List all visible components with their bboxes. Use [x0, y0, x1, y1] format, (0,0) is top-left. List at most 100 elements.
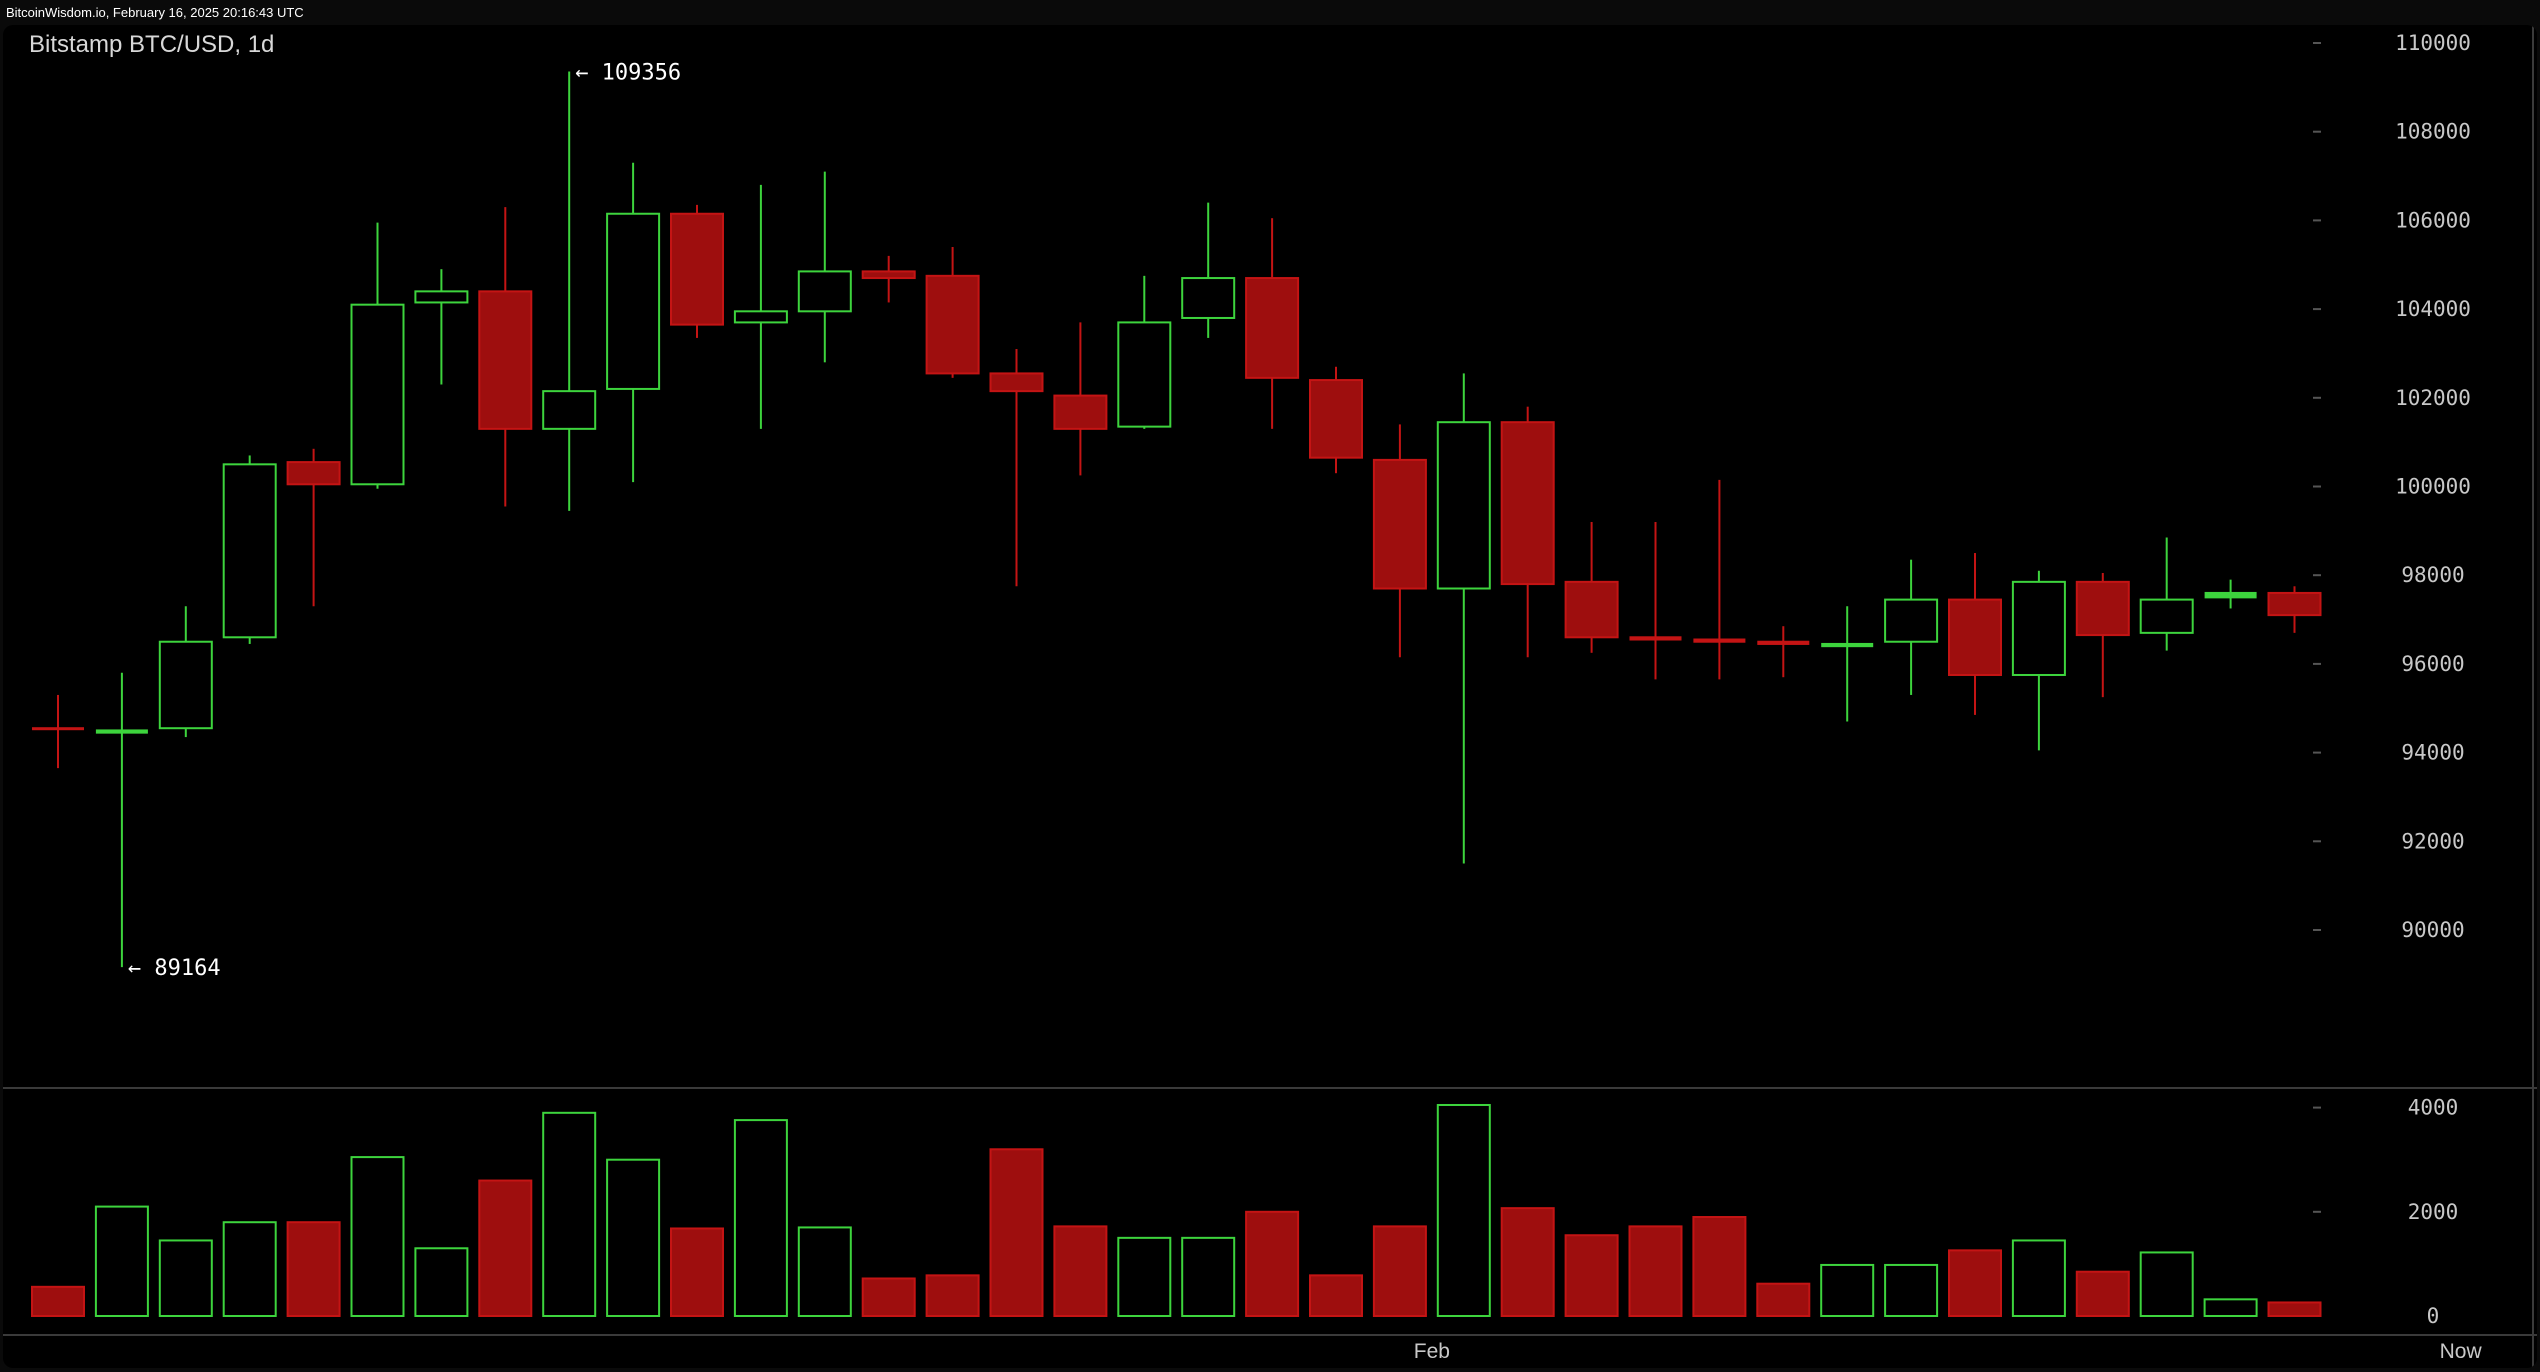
price-tick-label: 96000: [2401, 652, 2464, 676]
volume-bar: [2075, 1270, 2130, 1317]
chart-title: Bitstamp BTC/USD, 1d: [29, 31, 274, 58]
volume-bar: [414, 1247, 469, 1318]
candle-body: [1117, 321, 1172, 428]
candle-body: [1821, 642, 1874, 648]
candle-body: [1053, 394, 1108, 430]
chart-panel: Bitstamp BTC/USD, 1d 110000 108000 106000 1…: [3, 25, 2537, 1368]
volume-bar: [1884, 1263, 1939, 1318]
candle: [925, 247, 980, 378]
price-tick-label: 108000: [2395, 120, 2471, 144]
candle-body: [606, 212, 661, 390]
volume-bar: [797, 1226, 852, 1318]
candle-body: [989, 372, 1044, 393]
candle-body: [158, 640, 213, 730]
candle-body: [1564, 580, 1619, 639]
candle-body: [2075, 580, 2130, 637]
volume-bar: [158, 1239, 213, 1317]
volume-bar: [606, 1158, 661, 1317]
candle: [1245, 218, 1300, 429]
volume-bar: [478, 1179, 533, 1318]
candle: [1757, 626, 1810, 678]
candle: [797, 171, 852, 363]
top-bar: BitcoinWisdom.io, February 16, 2025 20:1…: [0, 0, 2540, 24]
candle: [2204, 579, 2257, 609]
candle: [1948, 553, 2002, 715]
candle-body: [1757, 640, 1810, 645]
candle-body: [1884, 598, 1939, 643]
volume-bar: [733, 1119, 788, 1317]
candle-body: [2011, 580, 2066, 676]
candlestick-chart[interactable]: Bitstamp BTC/USD, 1d 1100001080001060001…: [3, 25, 2537, 1368]
candle-body: [670, 212, 724, 326]
date-axis: Feb Now: [1414, 1340, 2483, 1363]
date-label: Feb: [1414, 1340, 1450, 1363]
candle-body: [286, 461, 341, 486]
candle-body: [1372, 458, 1427, 590]
candle-body: [414, 290, 469, 304]
candle: [733, 184, 788, 429]
price-tick-label: 110000: [2395, 31, 2471, 55]
candle-body: [478, 290, 533, 430]
candle: [32, 694, 84, 769]
candle: [350, 222, 405, 489]
candle: [1629, 521, 1682, 680]
volume-tick-label: 4000: [2408, 1096, 2459, 1120]
price-tick-label: 100000: [2395, 475, 2471, 499]
volume-bar: [1309, 1274, 1363, 1318]
candle-body: [95, 729, 148, 734]
candle-body: [1309, 379, 1363, 459]
candle-body: [861, 270, 916, 280]
volume-bar: [861, 1277, 916, 1318]
candle: [606, 162, 661, 483]
volume-bar: [1692, 1216, 1747, 1318]
price-annotation: ← 109356: [575, 61, 681, 86]
candle: [478, 207, 533, 507]
candle: [1117, 275, 1172, 429]
volume-bar: [1628, 1225, 1683, 1317]
candle-body: [797, 270, 852, 313]
price-tick-label: 102000: [2395, 386, 2471, 410]
candle-body: [1948, 598, 2002, 676]
candle: [1693, 479, 1746, 680]
date-label: Now: [2440, 1340, 2483, 1363]
candle-body: [222, 463, 277, 639]
price-tick-label: 98000: [2401, 563, 2464, 587]
candle: [1436, 373, 1491, 864]
volume-bar: [94, 1205, 149, 1317]
candle-body: [925, 274, 980, 375]
candle-body: [350, 303, 405, 486]
candle: [414, 269, 469, 385]
candle-body: [2139, 598, 2194, 634]
candle: [158, 606, 213, 738]
timestamp-header: BitcoinWisdom.io, February 16, 2025 20:1…: [6, 5, 304, 20]
candle: [286, 448, 341, 607]
candle: [2139, 537, 2194, 651]
volume-bar: [1245, 1210, 1300, 1318]
price-axis: 110000 108000 106000 104000 102000 100000 9800…: [2313, 31, 2471, 942]
candle-body: [32, 727, 84, 731]
volume-bar: [1053, 1225, 1108, 1317]
volume-bar: [1372, 1225, 1427, 1317]
volume-bar: [1181, 1236, 1236, 1317]
volume-bar: [1500, 1207, 1555, 1317]
volume-bar: [670, 1227, 724, 1318]
candle-body: [1500, 421, 1555, 586]
volume-bars: [31, 1103, 2322, 1318]
candle: [1564, 521, 1619, 653]
candle: [1181, 202, 1236, 338]
price-tick-label: 104000: [2395, 297, 2471, 321]
candle-body: [1693, 638, 1746, 643]
candle: [222, 455, 277, 644]
candle: [2267, 586, 2322, 633]
volume-bar: [1756, 1282, 1811, 1317]
volume-bar: [1948, 1249, 2002, 1317]
volume-bar: [31, 1285, 85, 1317]
volume-tick-label: 2000: [2408, 1200, 2459, 1224]
candle-body: [2204, 591, 2257, 599]
candle-body: [733, 310, 788, 324]
candle-body: [2267, 591, 2322, 617]
candles: [32, 71, 2322, 968]
candle-body: [1245, 277, 1300, 379]
volume-bar: [2203, 1298, 2258, 1318]
price-tick-label: 106000: [2395, 208, 2471, 232]
